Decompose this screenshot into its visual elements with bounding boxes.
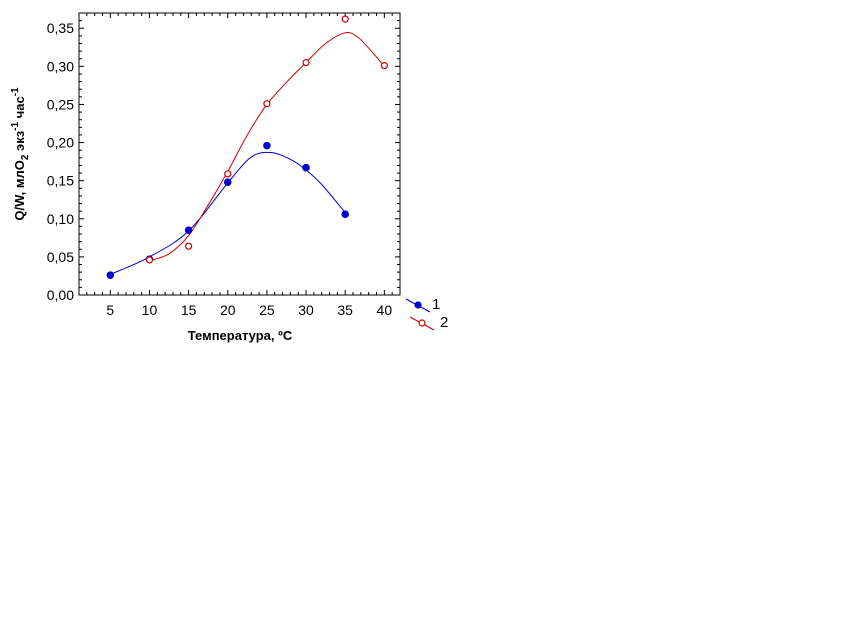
axis-ticks: [79, 12, 401, 296]
data-point-series-1: [184, 226, 193, 235]
legend-label-series-2: 2: [440, 314, 448, 331]
y-tick-label: 0,20: [47, 135, 74, 151]
x-tick-label: 40: [377, 302, 393, 318]
x-tick-label: 5: [106, 302, 114, 318]
y-tick-label: 0,30: [47, 58, 74, 74]
y-tick-label: 0,05: [47, 249, 74, 265]
fit-curve-series-1: [110, 151, 346, 275]
x-tick-label: 25: [259, 302, 275, 318]
data-point-series-1: [341, 210, 349, 219]
x-tick-label: 30: [298, 302, 314, 318]
y-tick-label: 0,00: [47, 287, 74, 303]
x-tick-label: 20: [220, 302, 236, 318]
data-point-series-2: [263, 100, 271, 108]
y-tick-label: 0,15: [47, 173, 74, 189]
data-point-series-1: [106, 271, 115, 279]
fit-curves: [110, 32, 385, 275]
y-axis-title: Q/W, млО2 экз-1 час-1: [10, 87, 31, 221]
data-point-series-2: [380, 61, 388, 70]
y-tick-label: 0,10: [47, 211, 74, 227]
x-tick-label: 35: [337, 302, 353, 318]
legend-marker-series-1: [414, 301, 422, 309]
legend-label-series-1: 1: [432, 296, 440, 313]
data-point-series-2: [224, 170, 232, 178]
data-point-series-2: [302, 58, 310, 67]
axis-tick-labels: 0,00 0,05 0,10 0,15 0,20 0,25 0,30 0,35 5 10 15 20 2…: [47, 20, 393, 318]
data-point-series-2: [341, 15, 349, 23]
y-tick-label: 0,35: [47, 20, 74, 36]
y-tick-label: 0,25: [47, 96, 74, 112]
data-points: [106, 15, 388, 279]
data-point-series-1: [223, 178, 232, 187]
data-point-series-1: [302, 163, 310, 172]
plot-frame: [78, 12, 401, 296]
x-tick-label: 10: [142, 302, 158, 318]
legend: 12: [405, 296, 448, 331]
data-point-series-2: [145, 256, 154, 264]
x-tick-label: 15: [181, 302, 197, 318]
legend-marker-series-2: [418, 319, 426, 327]
data-point-series-2: [185, 242, 193, 250]
x-axis-title: Температура, ºC: [188, 328, 293, 343]
data-point-series-1: [263, 141, 271, 150]
